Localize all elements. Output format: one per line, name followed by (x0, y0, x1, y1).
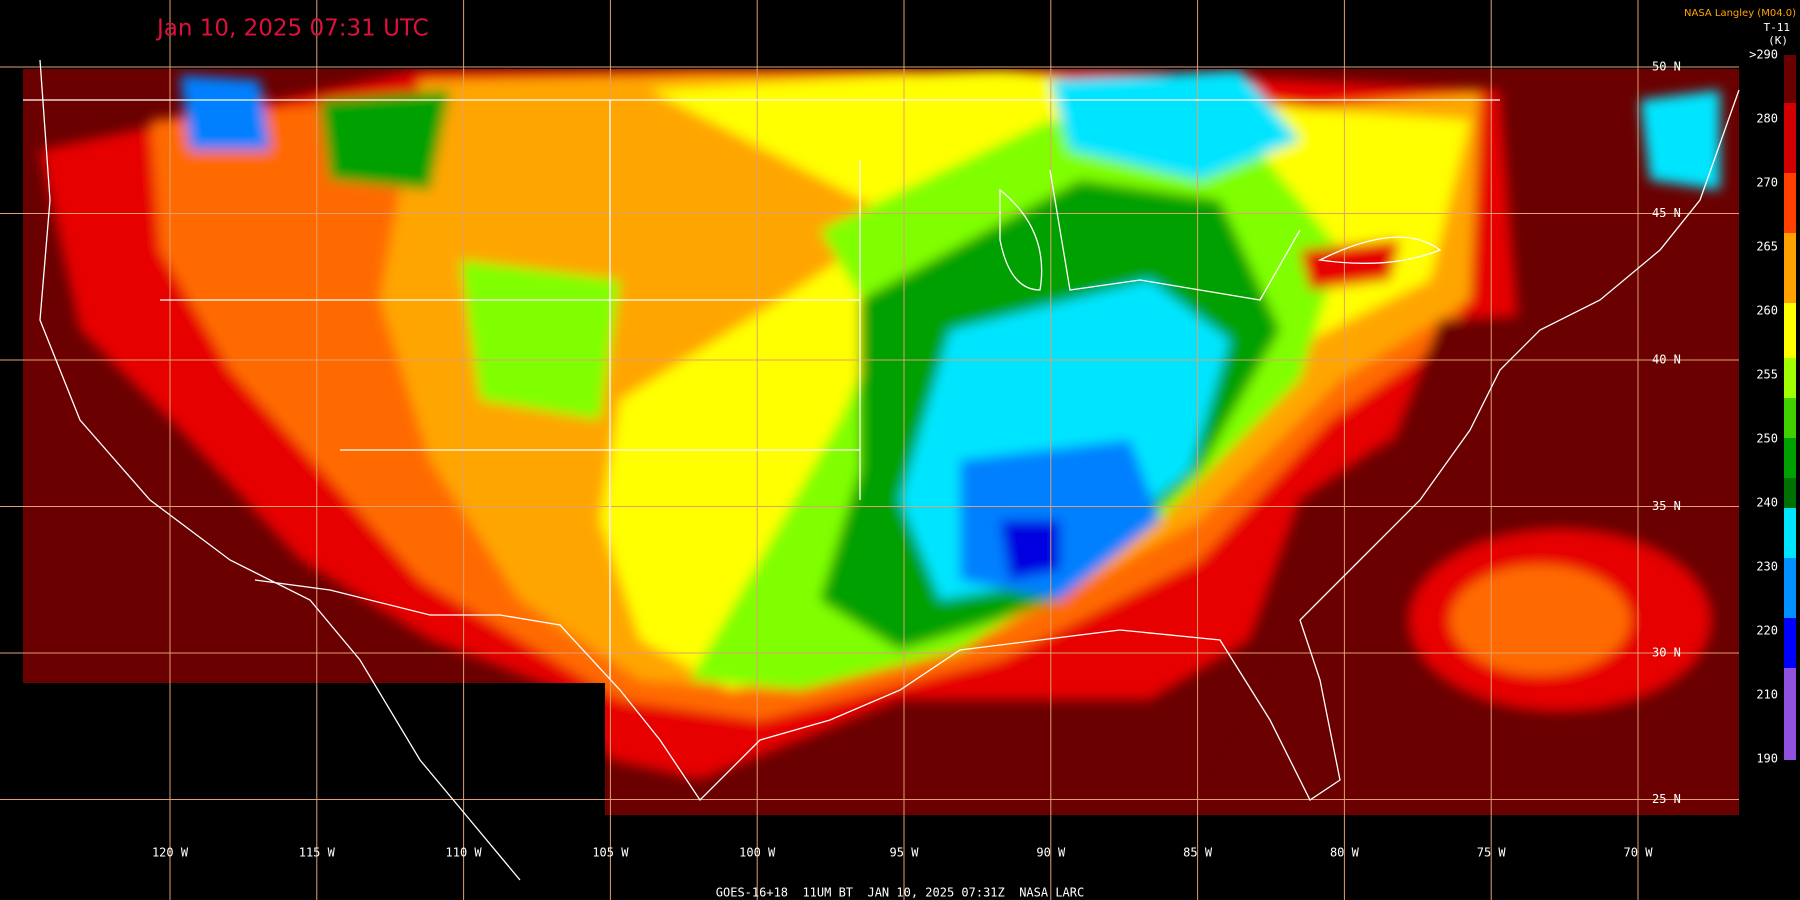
colorbar-segment (1784, 303, 1796, 358)
longitude-label: 120 W (152, 846, 189, 860)
longitude-label: 75 W (1477, 846, 1507, 860)
colorbar-segment (1784, 478, 1796, 508)
longitude-label: 95 W (890, 846, 920, 860)
longitude-label: 110 W (446, 846, 483, 860)
longitude-label: 115 W (299, 846, 336, 860)
colorbar-segment (1784, 668, 1796, 760)
longitude-label: 85 W (1183, 846, 1213, 860)
colorbar-label: 260 (1756, 304, 1778, 318)
timestamp-title: Jan 10, 2025 07:31 UTC (155, 16, 429, 42)
colorbar-label: 210 (1756, 688, 1778, 702)
longitude-label: 105 W (592, 846, 629, 860)
credit: NASA Langley (M04.0) (1684, 8, 1796, 19)
latitude-label: 30 N (1652, 646, 1681, 660)
longitude-label: 70 W (1624, 846, 1654, 860)
colorbar-segment (1784, 398, 1796, 438)
longitude-label: 80 W (1330, 846, 1360, 860)
colorbar-segment (1784, 103, 1796, 173)
latitude-label: 45 N (1652, 206, 1681, 220)
colorbar-label: 190 (1756, 752, 1778, 766)
colorbar-segment (1784, 558, 1796, 618)
colorbar-label: 255 (1756, 368, 1778, 382)
unit: (K) (1768, 34, 1788, 47)
latitude-label: 35 N (1652, 499, 1681, 513)
latitude-label: 40 N (1652, 353, 1681, 367)
boundaries (23, 59, 1740, 881)
channel: T-11 (1764, 21, 1791, 34)
colorbar-label: 280 (1756, 112, 1778, 126)
colorbar-segment (1784, 173, 1796, 233)
colorbar-segment (1784, 358, 1796, 398)
colorbar-label: 265 (1756, 240, 1778, 254)
colorbar-segment (1784, 438, 1796, 478)
colorbar-label: 270 (1756, 176, 1778, 190)
colorbar-label: 240 (1756, 496, 1778, 510)
latitude-label: 50 N (1652, 60, 1681, 74)
latitude-label: 25 N (1652, 792, 1681, 806)
longitude-label: 100 W (739, 846, 776, 860)
colorbar-segment (1784, 508, 1796, 558)
colorbar-segment (1784, 233, 1796, 303)
colorbar-label: 230 (1756, 560, 1778, 574)
colorbar: >290 280 270 265 260 255 250 240 230 220 210 190 (1749, 48, 1796, 766)
colorbar-segment (1784, 55, 1796, 103)
colorbar-segment (1784, 618, 1796, 668)
graticule (0, 0, 1739, 900)
colorbar-label: 220 (1756, 624, 1778, 638)
colorbar-label: >290 (1749, 48, 1778, 62)
longitude-label: 90 W (1036, 846, 1066, 860)
footer: GOES-16+18 11UM BT JAN 10, 2025 07:31Z N… (716, 886, 1084, 900)
colorbar-label: 250 (1756, 432, 1778, 446)
